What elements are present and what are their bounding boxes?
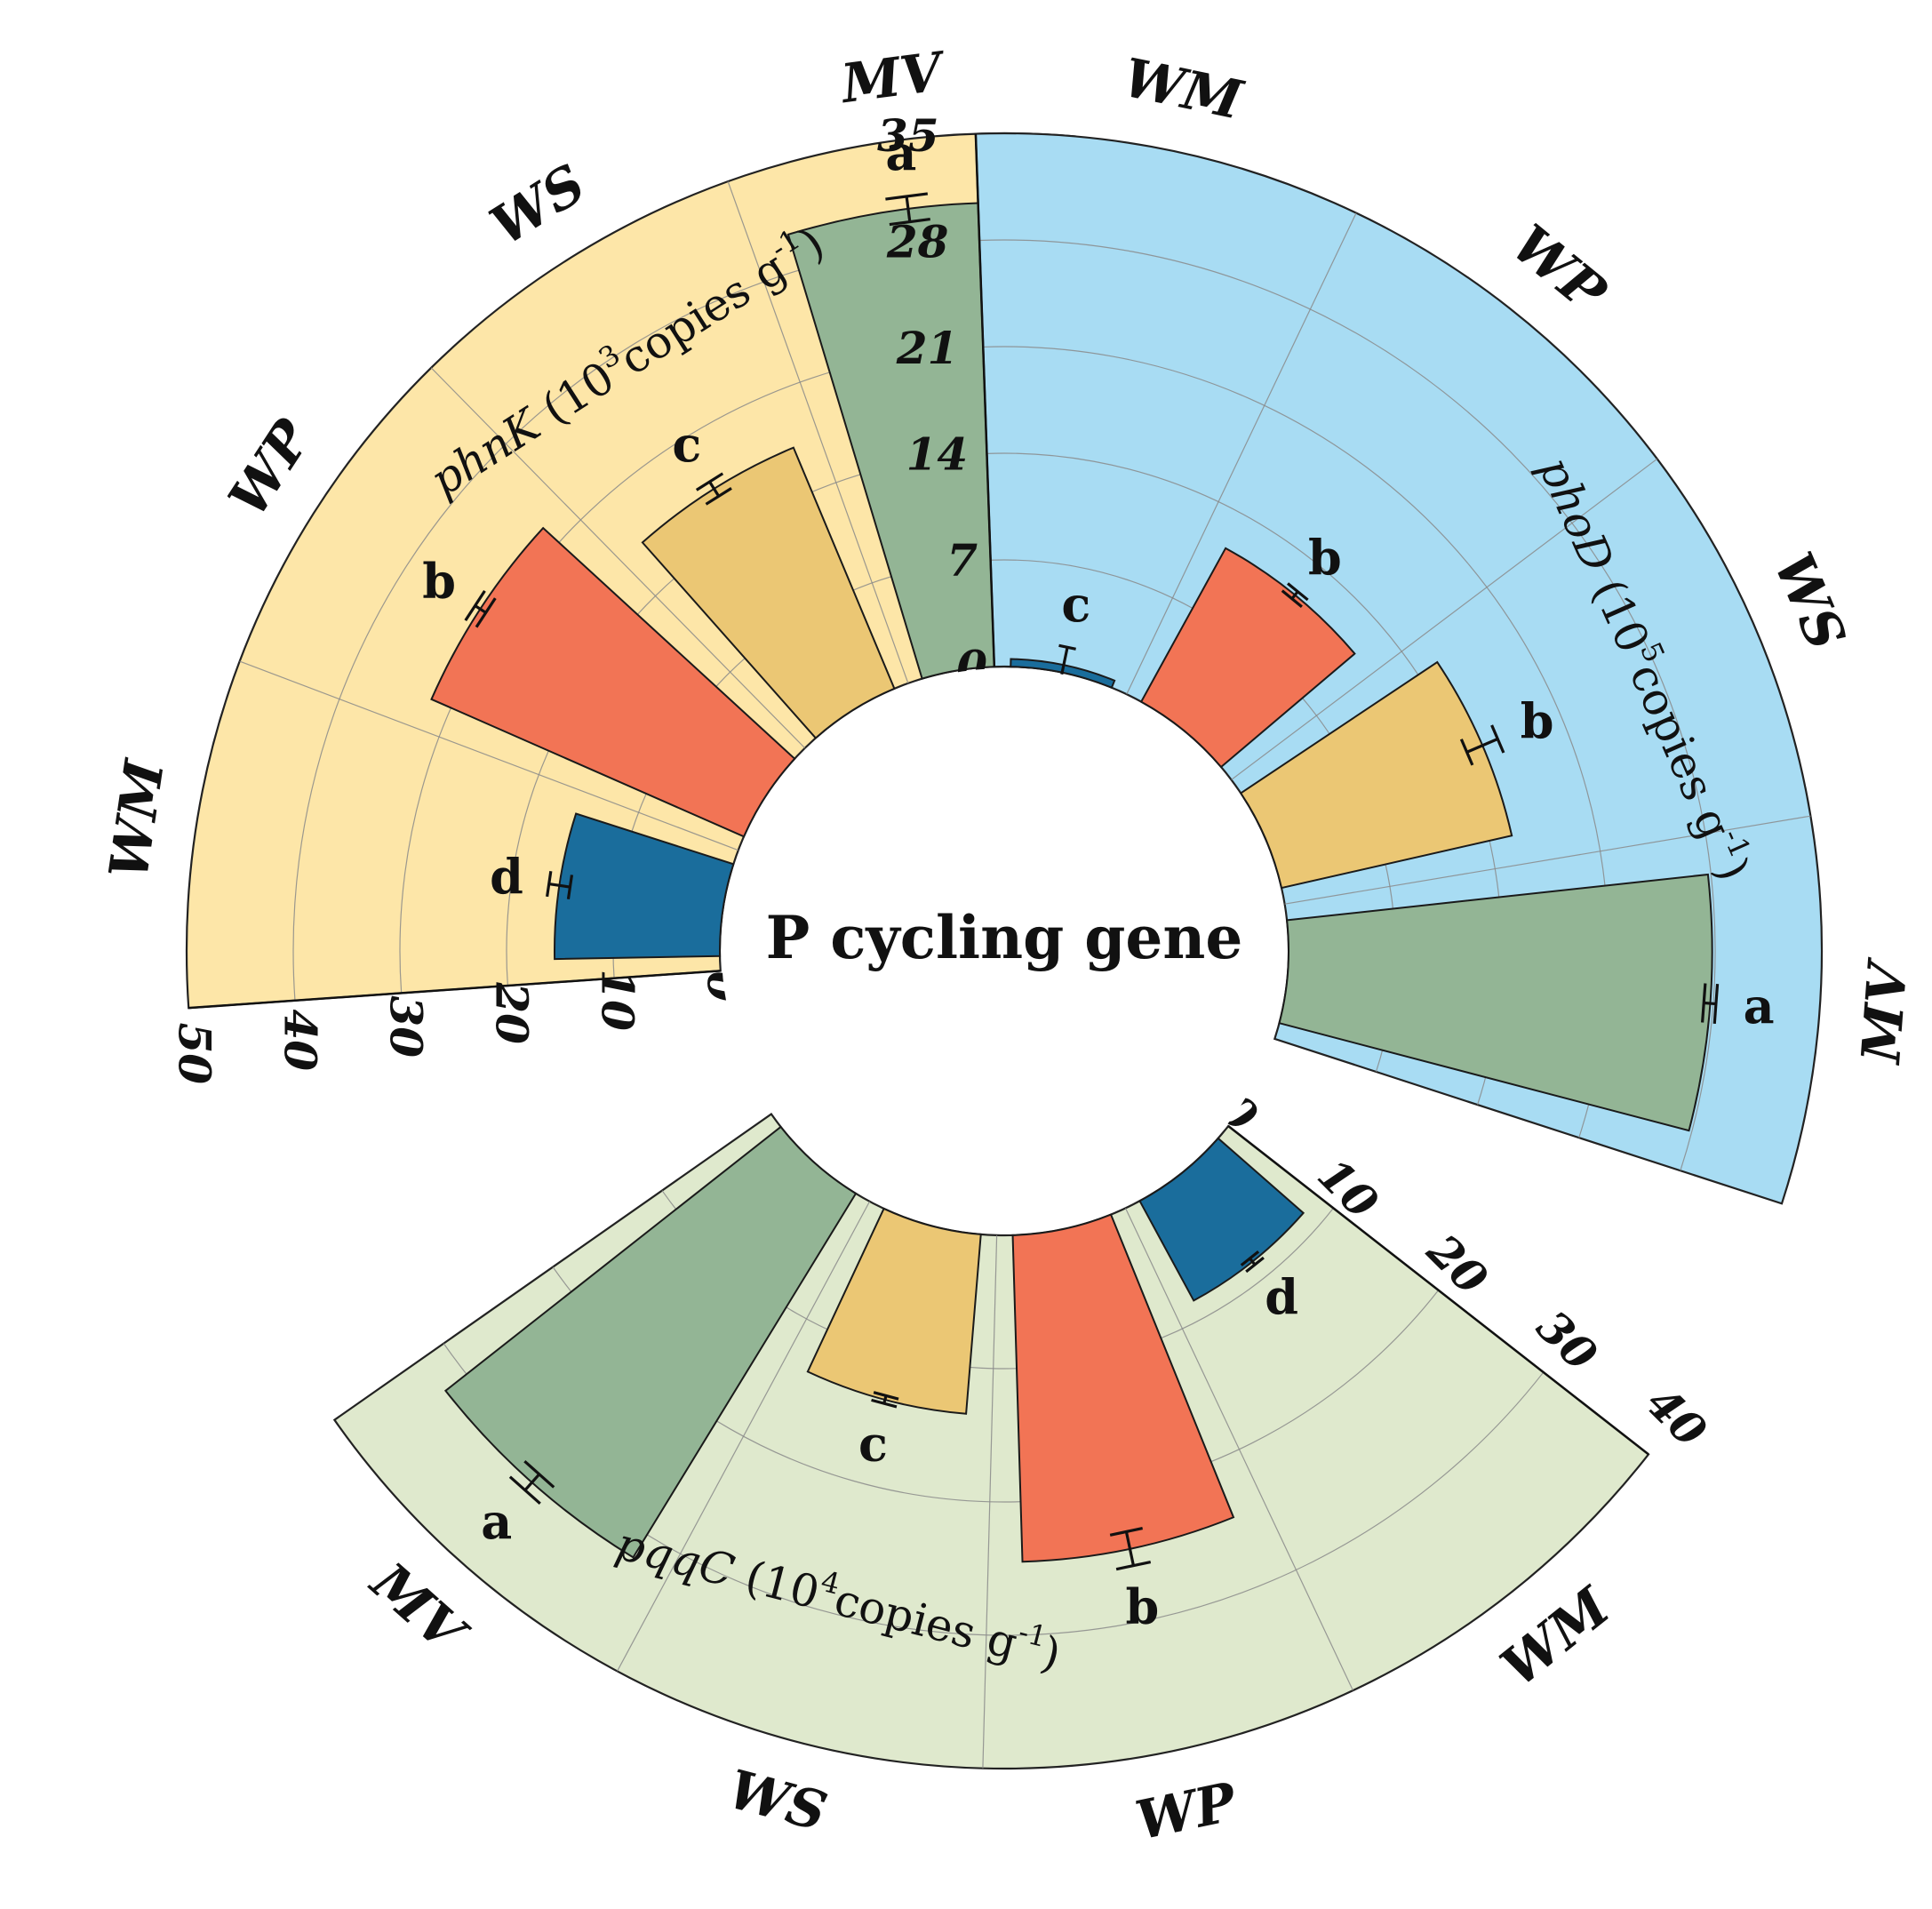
gridline-radial: [982, 1234, 998, 1769]
gridline-radial: [617, 1201, 871, 1672]
error-cap: [1490, 724, 1505, 754]
error-bar: [905, 196, 912, 222]
bar-pqqC-WP: [1011, 1213, 1235, 1563]
center-title: P cycling gene: [766, 903, 1243, 972]
significance-label: b: [1125, 1578, 1159, 1635]
category-label: WP: [1130, 1771, 1242, 1853]
scale-axis-phoD: [974, 133, 996, 667]
category-label: WP: [1500, 213, 1618, 326]
gridline-radial: [239, 660, 738, 851]
tick-label: 7: [946, 534, 978, 587]
bar-pqqC-WS: [806, 1207, 982, 1415]
error-cap: [1058, 643, 1076, 651]
error-cap: [871, 1398, 898, 1409]
category-label: WS: [722, 1759, 833, 1844]
error-bar: [1124, 1531, 1136, 1567]
error-cap: [1701, 983, 1707, 1023]
tick-label: 21: [896, 322, 959, 374]
significance-label: a: [1744, 978, 1775, 1034]
error-cap: [1115, 1560, 1152, 1571]
tick-label: 10: [591, 969, 643, 1031]
category-label: WM: [1118, 47, 1249, 132]
error-cap: [695, 472, 724, 491]
significance-label: c: [1061, 576, 1090, 633]
tick-label: 28: [886, 215, 949, 268]
gridline-radial: [727, 180, 909, 684]
category-label: WM: [98, 755, 177, 883]
category-label: WS: [1761, 544, 1857, 659]
bar-phnK-WM: [554, 812, 735, 961]
tick-label: 50: [168, 1023, 220, 1085]
category-label: MV: [1850, 955, 1920, 1066]
error-bar: [474, 604, 487, 614]
error-cap: [566, 875, 574, 899]
category-label: MV: [836, 40, 950, 116]
error-bar: [1466, 737, 1499, 754]
bar-phnK-WP: [430, 526, 796, 838]
error-bar: [523, 1473, 540, 1492]
error-cap: [1245, 1256, 1265, 1274]
tick-label: 40: [1636, 1377, 1717, 1458]
gridline-radial: [1284, 815, 1811, 905]
significance-label: a: [481, 1493, 512, 1550]
significance-label: d: [490, 849, 523, 906]
bar-phoD-WM: [1010, 658, 1116, 690]
error-cap: [705, 487, 732, 506]
error-cap: [885, 192, 929, 201]
bar-phoD-MV: [1278, 873, 1713, 1132]
gridline-radial: [430, 367, 806, 749]
gridline-radial: [1231, 458, 1658, 780]
bar-phnK-MV: [786, 202, 1032, 680]
significance-label: d: [1265, 1269, 1298, 1326]
center-hole: [722, 668, 1287, 1234]
error-cap: [1459, 739, 1474, 766]
error-cap: [1712, 984, 1720, 1025]
significance-label: b: [1308, 529, 1342, 586]
gridline-radial: [1124, 1208, 1353, 1691]
tick-label: 35: [877, 109, 939, 162]
gridline-radial: [1126, 212, 1357, 695]
scale-axis-phnK: [188, 970, 721, 1010]
error-cap: [1109, 1527, 1143, 1537]
bar-pqqC-WM: [1138, 1137, 1305, 1302]
category-label: WP: [217, 408, 324, 527]
tick-label: 20: [485, 981, 538, 1044]
bar-phnK-WS: [641, 446, 896, 739]
error-cap: [508, 1475, 541, 1505]
bar-phoD-WP: [1139, 547, 1356, 769]
tick-label: 30: [379, 995, 432, 1058]
significance-label: c: [672, 416, 701, 473]
scale-axis-pqqC: [1227, 1125, 1649, 1456]
tick-label: 40: [274, 1009, 326, 1071]
error-cap: [523, 1459, 555, 1489]
error-cap: [873, 1391, 899, 1401]
significance-label: a: [885, 124, 916, 181]
error-cap: [464, 589, 486, 622]
category-label: WS: [480, 153, 596, 258]
bar-phoD-WS: [1239, 660, 1513, 890]
error-bar: [548, 882, 571, 889]
error-bar: [708, 481, 720, 497]
error-cap: [546, 871, 553, 898]
error-cap: [1281, 589, 1303, 608]
error-cap: [1287, 582, 1309, 602]
significance-label: c: [858, 1416, 888, 1473]
error-cap: [475, 597, 497, 628]
significance-label: b: [1521, 692, 1554, 749]
significance-label: b: [422, 553, 456, 610]
error-cap: [889, 218, 930, 227]
error-bar: [1704, 1001, 1717, 1006]
bar-pqqC-MV: [443, 1125, 858, 1559]
tick-label: 14: [906, 427, 969, 480]
error-cap: [1240, 1250, 1260, 1266]
category-label: MV: [358, 1550, 480, 1667]
